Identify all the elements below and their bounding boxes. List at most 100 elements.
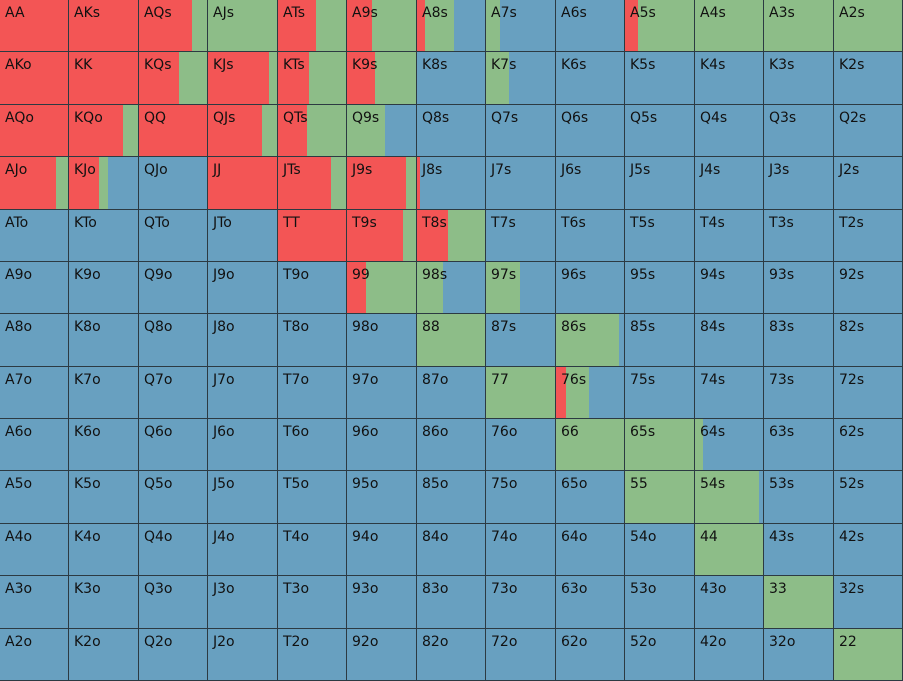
fold-segment (347, 314, 416, 366)
hand-cell: 32s (834, 576, 903, 629)
hand-cell: 22 (834, 629, 903, 681)
fold-segment (278, 576, 346, 628)
fold-segment (208, 210, 277, 261)
call-segment (56, 157, 68, 209)
hand-cell: A8o (0, 314, 69, 367)
call-segment (425, 0, 455, 51)
hand-cell: A7s (486, 0, 556, 52)
hand-label: K9s (352, 57, 378, 73)
raise-segment (417, 210, 448, 261)
hand-cell: T6s (556, 210, 625, 262)
call-segment (764, 576, 833, 628)
hand-label: J2o (213, 634, 235, 650)
fold-segment (764, 524, 833, 575)
hand-cell: K9o (69, 262, 139, 314)
hand-label: 73s (769, 372, 795, 388)
fold-segment (208, 314, 277, 366)
hand-label: 84o (422, 529, 449, 545)
hand-cell: Q2o (139, 629, 208, 681)
hand-cell: 53s (764, 471, 834, 524)
call-segment (309, 52, 346, 104)
hand-cell: 85s (625, 314, 695, 367)
hand-cell: 74s (695, 367, 764, 419)
hand-cell: 54o (625, 524, 695, 576)
fold-segment (834, 471, 902, 523)
fold-segment (703, 419, 763, 470)
hand-cell: K4o (69, 524, 139, 576)
hand-label: 43o (700, 581, 727, 597)
fold-segment (486, 524, 555, 575)
hand-cell: Q9o (139, 262, 208, 314)
hand-label: A5o (5, 476, 33, 492)
hand-label: 88 (422, 319, 440, 335)
fold-segment (625, 105, 694, 156)
hand-cell: 76o (486, 419, 556, 471)
hand-label: T4o (283, 529, 310, 545)
fold-segment (420, 157, 485, 209)
fold-segment (625, 157, 694, 209)
hand-label: T5o (283, 476, 310, 492)
hand-cell: QJs (208, 105, 278, 157)
hand-cell: J5s (625, 157, 695, 210)
hand-cell: A4s (695, 0, 764, 52)
hand-label: K2s (839, 57, 865, 73)
hand-cell: J4s (695, 157, 764, 210)
hand-label: 72o (491, 634, 518, 650)
call-segment (486, 52, 509, 104)
hand-label: J7s (491, 162, 512, 178)
fold-segment (208, 262, 277, 313)
hand-cell: 64o (556, 524, 625, 576)
hand-cell: Q3o (139, 576, 208, 629)
fold-segment (695, 367, 763, 418)
hand-cell: KTs (278, 52, 347, 105)
fold-segment (834, 524, 902, 575)
hand-label: Q7s (491, 110, 519, 126)
hand-cell: A7o (0, 367, 69, 419)
hand-cell: J8s (417, 157, 486, 210)
hand-cell: J7s (486, 157, 556, 210)
hand-cell: 43o (695, 576, 764, 629)
raise-segment (278, 0, 317, 51)
hand-label: A5s (630, 5, 656, 21)
hand-label: T2o (283, 634, 310, 650)
hand-cell: T7o (278, 367, 347, 419)
hand-cell: K9s (347, 52, 417, 105)
hand-label: Q8o (144, 319, 173, 335)
fold-segment (0, 629, 68, 680)
hand-label: J3o (213, 581, 235, 597)
hand-cell: A5s (625, 0, 695, 52)
raise-segment (69, 157, 99, 209)
raise-segment (208, 157, 277, 209)
raise-segment (139, 0, 193, 51)
fold-segment (695, 210, 763, 261)
fold-segment (208, 524, 277, 575)
call-segment (316, 0, 346, 51)
call-segment (307, 105, 346, 156)
hand-label: J6s (561, 162, 582, 178)
hand-cell: 86o (417, 419, 486, 471)
hand-cell: 75o (486, 471, 556, 524)
call-segment (695, 524, 763, 575)
fold-segment (139, 629, 207, 680)
hand-cell: AJo (0, 157, 69, 210)
call-segment (486, 0, 500, 51)
fold-segment (208, 629, 277, 680)
hand-cell: 32o (764, 629, 834, 681)
hand-cell: KQo (69, 105, 139, 157)
hand-cell: K6o (69, 419, 139, 471)
hand-label: 86s (561, 319, 587, 335)
hand-cell: ATs (278, 0, 347, 52)
fold-segment (764, 629, 833, 680)
hand-cell: 65s (625, 419, 695, 471)
hand-label: 64o (561, 529, 588, 545)
hand-cell: QTo (139, 210, 208, 262)
hand-label: K5s (630, 57, 656, 73)
hand-label: 96o (352, 424, 379, 440)
hand-label: 42s (839, 529, 865, 545)
hand-label: AQs (144, 5, 172, 21)
fold-segment (556, 262, 624, 313)
call-segment (374, 52, 416, 104)
hand-label: J2s (839, 162, 860, 178)
hand-label: 32s (839, 581, 865, 597)
